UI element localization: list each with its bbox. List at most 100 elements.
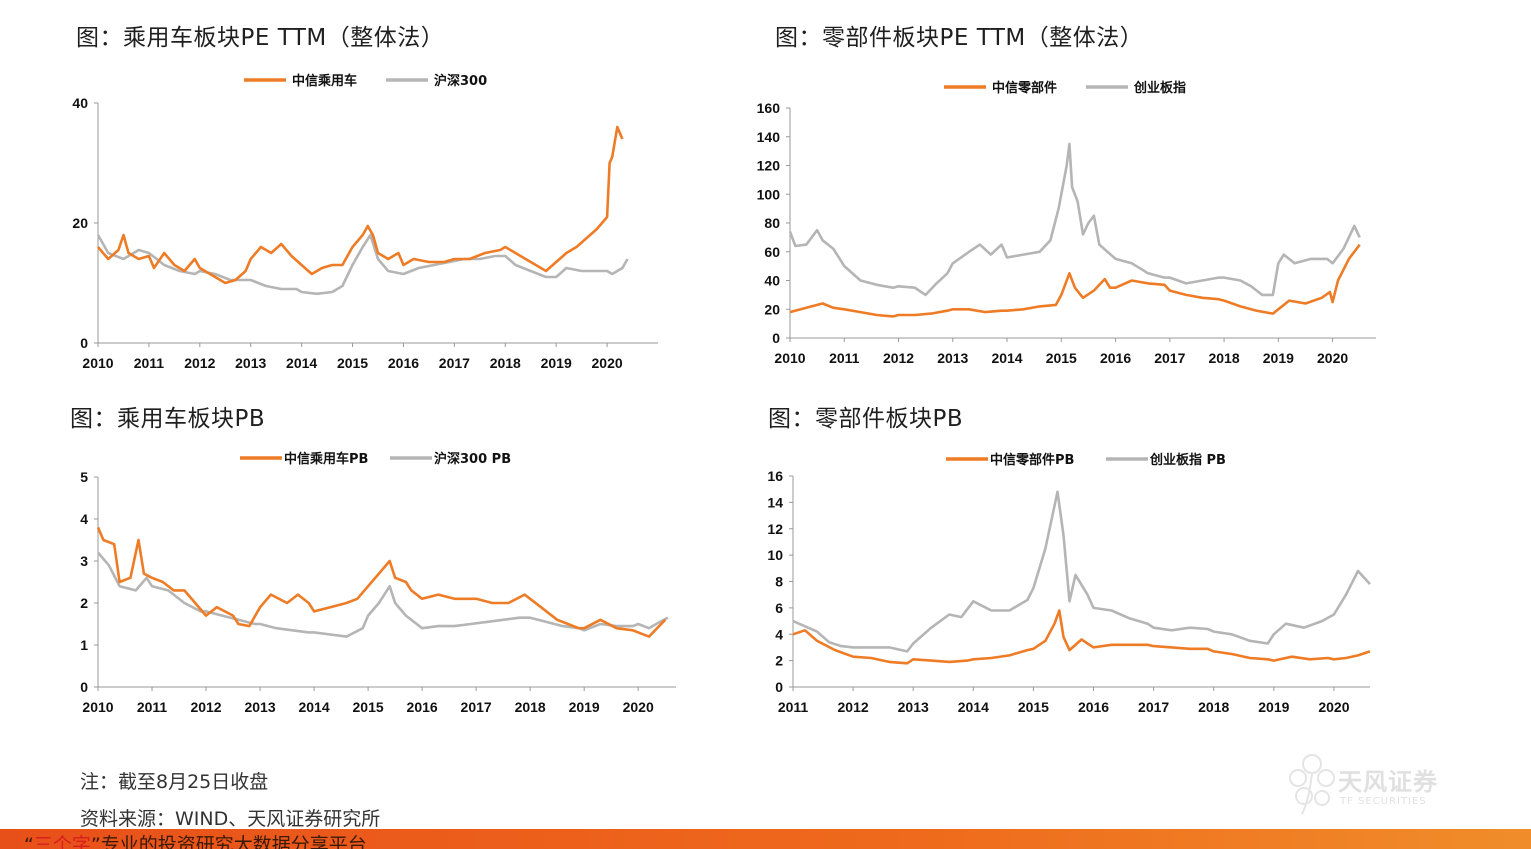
y-tick-label: 60 bbox=[764, 244, 780, 260]
y-tick-label: 40 bbox=[764, 273, 780, 289]
footer-text: “三个字”专业的投资研究大数据分享平台 bbox=[24, 831, 367, 849]
y-tick-label: 2 bbox=[775, 653, 783, 669]
chart-title-passenger-car-pe: 图：乘用车板块PE TTM（整体法） bbox=[76, 25, 445, 51]
legend-label: 沪深300 PB bbox=[434, 451, 511, 467]
x-tick-label: 2011 bbox=[778, 699, 809, 715]
y-tick-label: 80 bbox=[764, 215, 780, 231]
y-tick-label: 0 bbox=[80, 679, 88, 695]
x-tick-label: 2012 bbox=[838, 699, 869, 715]
flower-logo-icon bbox=[1289, 754, 1335, 815]
y-tick-label: 100 bbox=[757, 186, 781, 202]
x-tick-label: 2020 bbox=[1318, 699, 1349, 715]
x-tick-label: 2018 bbox=[490, 355, 521, 371]
legend-label: 沪深300 bbox=[434, 73, 487, 89]
x-tick-label: 2016 bbox=[1100, 350, 1131, 366]
series-line-0 bbox=[97, 125, 624, 285]
y-tick-label: 20 bbox=[72, 215, 88, 231]
x-tick-label: 2012 bbox=[883, 350, 914, 366]
x-tick-label: 2017 bbox=[1138, 699, 1169, 715]
y-tick-label: 20 bbox=[764, 301, 780, 317]
x-tick-label: 2010 bbox=[774, 350, 805, 366]
legend-label: 中信乘用车PB bbox=[284, 451, 368, 467]
x-tick-label: 2015 bbox=[337, 355, 368, 371]
x-tick-label: 2019 bbox=[569, 699, 600, 715]
x-tick-label: 2014 bbox=[298, 699, 329, 715]
legend-label: 创业板指 PB bbox=[1149, 452, 1226, 468]
chart-title-passenger-car-pb: 图：乘用车板块PB bbox=[70, 406, 266, 432]
x-tick-label: 2010 bbox=[82, 699, 113, 715]
y-tick-label: 4 bbox=[775, 626, 783, 642]
x-tick-label: 2014 bbox=[991, 350, 1022, 366]
x-tick-label: 2016 bbox=[388, 355, 419, 371]
y-tick-label: 5 bbox=[80, 469, 88, 485]
x-tick-label: 2018 bbox=[1198, 699, 1229, 715]
logo-sub: TF SECURITIES bbox=[1340, 796, 1427, 807]
legend-label: 中信零部件 bbox=[992, 80, 1057, 96]
x-tick-label: 2011 bbox=[137, 699, 168, 715]
series-line-1 bbox=[97, 551, 669, 638]
note-source: 资料来源：WIND、天风证券研究所 bbox=[80, 808, 381, 830]
y-tick-label: 12 bbox=[767, 521, 783, 537]
logo-name: 天风证券 bbox=[1338, 768, 1438, 796]
legend-label: 中信乘用车 bbox=[292, 73, 357, 89]
x-tick-label: 2017 bbox=[439, 355, 470, 371]
y-tick-label: 0 bbox=[80, 335, 88, 351]
x-tick-label: 2019 bbox=[541, 355, 572, 371]
x-tick-label: 2019 bbox=[1258, 699, 1289, 715]
y-tick-label: 3 bbox=[80, 553, 88, 569]
x-tick-label: 2015 bbox=[353, 699, 384, 715]
y-tick-label: 160 bbox=[757, 100, 781, 116]
x-tick-label: 2016 bbox=[1078, 699, 1109, 715]
x-tick-label: 2011 bbox=[829, 350, 860, 366]
note-cutoff: 注：截至8月25日收盘 bbox=[80, 771, 269, 793]
y-tick-label: 40 bbox=[72, 95, 88, 111]
x-tick-label: 2014 bbox=[958, 699, 989, 715]
series-line-0 bbox=[792, 609, 1371, 665]
y-tick-label: 120 bbox=[757, 158, 781, 174]
y-tick-label: 14 bbox=[767, 494, 783, 510]
series-line-0 bbox=[789, 243, 1361, 318]
y-tick-label: 16 bbox=[767, 468, 783, 484]
x-tick-label: 2013 bbox=[937, 350, 968, 366]
series-line-0 bbox=[96, 526, 667, 638]
x-tick-label: 2017 bbox=[461, 699, 492, 715]
footer-banner: “三个字”专业的投资研究大数据分享平台 bbox=[0, 829, 1531, 849]
x-tick-label: 2018 bbox=[1208, 350, 1239, 366]
chart-tl: 0 20 40 2010 2011 2012 2013 2014 2015 2016 2017 201… bbox=[72, 73, 658, 371]
y-tick-label: 10 bbox=[767, 547, 783, 563]
chart-title-parts-pb: 图：零部件板块PB bbox=[768, 406, 964, 432]
series-line-1 bbox=[788, 142, 1361, 297]
x-tick-label: 2020 bbox=[592, 355, 623, 371]
series-line-1 bbox=[792, 490, 1371, 653]
legend-label: 中信零部件PB bbox=[990, 452, 1074, 468]
y-tick-label: 2 bbox=[80, 595, 88, 611]
x-tick-label: 2018 bbox=[515, 699, 546, 715]
y-tick-label: 0 bbox=[772, 330, 780, 346]
tf-securities-logo: 天风证券 TF SECURITIES bbox=[1282, 744, 1437, 816]
x-tick-label: 2015 bbox=[1018, 699, 1049, 715]
footer-tagline: 专业的投资研究大数据分享平台 bbox=[100, 834, 367, 849]
series-line-1 bbox=[96, 233, 629, 296]
footer-quote-close: ” bbox=[90, 834, 101, 849]
footer-quote-open: “ bbox=[24, 834, 34, 849]
x-tick-label: 2013 bbox=[244, 699, 275, 715]
x-tick-label: 2020 bbox=[1317, 350, 1348, 366]
y-tick-label: 1 bbox=[80, 637, 88, 653]
x-tick-label: 2010 bbox=[82, 355, 113, 371]
y-tick-label: 140 bbox=[757, 129, 781, 145]
footer-highlight: 三个字 bbox=[33, 834, 91, 849]
chart-bl: 0 1 2 3 4 5 2010 2011 2012 2013 2014 2015 2016 2017 20… bbox=[80, 451, 676, 715]
chart-tr: 0 20 40 60 80 100 120 140 160 2010 2011 2012 2013 201… bbox=[757, 80, 1376, 366]
x-tick-label: 2015 bbox=[1046, 350, 1077, 366]
x-tick-label: 2017 bbox=[1154, 350, 1185, 366]
chart-br: 0 2 4 6 8 10 12 14 16 2011 2012 2013 2014 2015 2016 201… bbox=[767, 452, 1371, 715]
x-tick-label: 2012 bbox=[184, 355, 215, 371]
x-tick-label: 2013 bbox=[235, 355, 266, 371]
chart-title-parts-pe: 图：零部件板块PE TTM（整体法） bbox=[775, 25, 1144, 51]
y-tick-label: 0 bbox=[775, 679, 783, 695]
y-tick-label: 8 bbox=[775, 574, 783, 590]
x-tick-label: 2014 bbox=[286, 355, 317, 371]
y-tick-label: 4 bbox=[80, 511, 88, 527]
x-tick-label: 2019 bbox=[1263, 350, 1294, 366]
